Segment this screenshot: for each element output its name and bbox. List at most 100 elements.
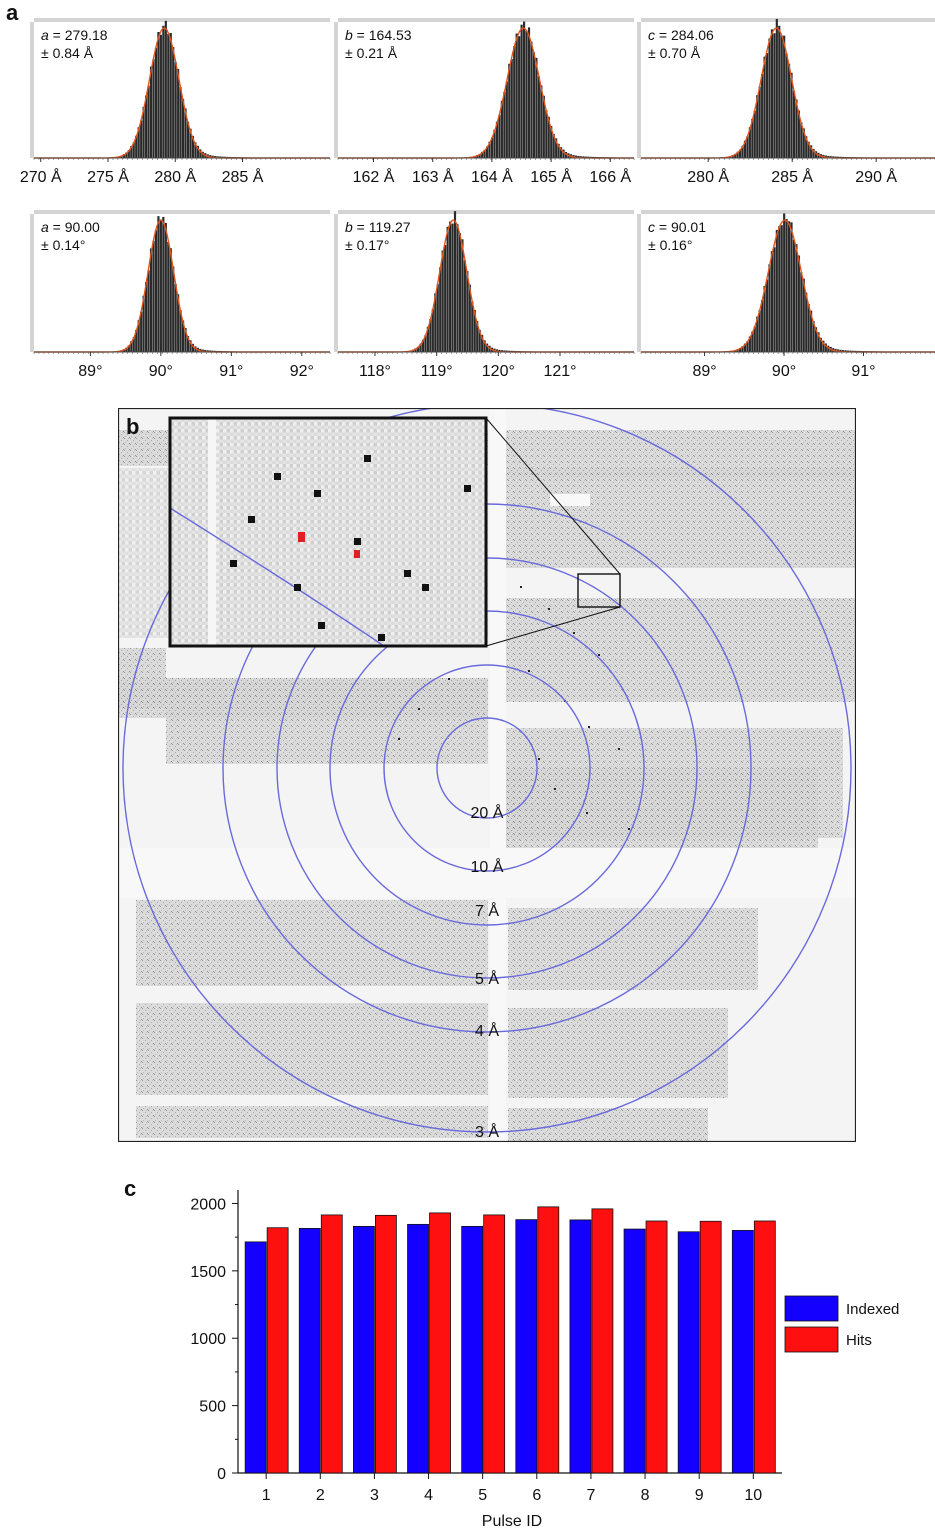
histogram-bar bbox=[149, 66, 153, 158]
histogram-bar bbox=[481, 151, 484, 158]
histogram-bar bbox=[122, 154, 125, 158]
histogram-bar bbox=[805, 136, 808, 158]
histogram-bar bbox=[186, 336, 190, 352]
zoom-bragg-spot bbox=[364, 455, 371, 462]
histogram-5: 118° 119° 120° 121° b = 119.27 ± 0.17° bbox=[334, 210, 635, 380]
detector-module bbox=[496, 468, 856, 568]
histogram-bar bbox=[560, 147, 563, 158]
histogram-bar bbox=[537, 76, 540, 158]
histogram-bar bbox=[476, 155, 479, 158]
histogram-bar bbox=[157, 216, 160, 352]
histogram-bar bbox=[125, 347, 128, 352]
resolution-ring bbox=[436, 717, 538, 819]
histogram-bar bbox=[790, 222, 793, 352]
histogram-bar bbox=[790, 72, 793, 158]
histogram-bar bbox=[734, 153, 737, 158]
histogram-bar bbox=[778, 226, 781, 352]
histogram-bar bbox=[510, 59, 513, 158]
histogram-bar bbox=[486, 146, 489, 158]
bar-hits-5 bbox=[483, 1214, 506, 1474]
histogram-bar bbox=[555, 138, 558, 158]
indexed-hits-bar-chart: 0 500 1000 1500 2000 1 2 3 4 5 6 7 8 9 10 Pulse ID Index… bbox=[190, 1190, 899, 1530]
histogram-4: 89° 90° 91° 92° a = 90.00 ± 0.14° bbox=[30, 210, 331, 380]
histogram-tick-label: 162 Å bbox=[353, 167, 395, 186]
histogram-bar bbox=[439, 267, 442, 352]
bar-indexed-9 bbox=[677, 1231, 700, 1474]
histogram-bar bbox=[542, 95, 545, 158]
histogram-2: 162 Å 163 Å 164 Å 165 Å 166 Å b = 164.53 ± 0.2… bbox=[334, 18, 635, 186]
histogram-bar bbox=[547, 116, 550, 158]
histogram-bar bbox=[778, 25, 781, 158]
histogram-top-frame bbox=[338, 18, 634, 22]
histogram-bar bbox=[775, 229, 778, 352]
histogram-bar bbox=[199, 149, 202, 158]
histogram-tick-label: 89° bbox=[78, 363, 102, 380]
histogram-bar bbox=[456, 224, 459, 352]
histogram-1: 270 Å 275 Å 280 Å 285 Å a = 279.18 ± 0.84 Å bbox=[20, 18, 331, 186]
histogram-bar bbox=[756, 316, 759, 352]
histogram-bar bbox=[429, 319, 432, 352]
zoom-bragg-spot bbox=[422, 584, 429, 591]
histogram-bar bbox=[495, 121, 499, 158]
histogram-tick-label: 89° bbox=[692, 363, 716, 380]
histogram-left-frame bbox=[334, 214, 338, 352]
histogram-tick-label: 90° bbox=[772, 363, 796, 380]
histogram-bar bbox=[164, 20, 167, 159]
histogram-bar bbox=[795, 99, 798, 158]
histogram-bar bbox=[490, 137, 494, 158]
bar-hits-6 bbox=[537, 1206, 560, 1474]
histogram-bar bbox=[520, 24, 523, 158]
bragg-spot bbox=[554, 788, 556, 790]
histogram-bar bbox=[142, 295, 145, 352]
histogram-tick-label: 275 Å bbox=[87, 167, 129, 186]
histogram-tick-label: 285 Å bbox=[771, 167, 813, 186]
histogram-bar bbox=[797, 110, 800, 158]
histogram-tick-label: 90° bbox=[149, 363, 173, 380]
histogram-bar bbox=[191, 343, 195, 352]
histogram-bar bbox=[132, 337, 135, 352]
histogram-bar bbox=[810, 310, 813, 352]
histogram-bar bbox=[739, 347, 742, 352]
histogram-tick-label: 270 Å bbox=[20, 167, 62, 186]
histogram-bar bbox=[478, 153, 481, 158]
histogram-bar bbox=[792, 239, 796, 352]
histogram-tick-label: 163 Å bbox=[412, 167, 454, 186]
histogram-bar bbox=[819, 337, 822, 352]
histogram-bar bbox=[135, 135, 138, 158]
histogram-bar bbox=[142, 106, 145, 158]
y-tick-label: 500 bbox=[199, 1399, 226, 1416]
histogram-bar bbox=[761, 74, 764, 158]
zoom-inset-gap bbox=[208, 418, 216, 646]
histogram-bar bbox=[525, 30, 528, 159]
histogram-bar bbox=[149, 248, 153, 352]
histogram-bar bbox=[795, 244, 798, 352]
histogram-6: 89° 90° 91° c = 90.01 ± 0.16° bbox=[637, 210, 935, 380]
histogram-parameter-error: ± 0.14° bbox=[41, 237, 85, 253]
zoom-bragg-spot bbox=[248, 516, 255, 523]
histogram-bar bbox=[785, 219, 788, 352]
histogram-bar bbox=[201, 151, 204, 158]
bragg-spot bbox=[618, 748, 620, 750]
bragg-spot bbox=[528, 670, 530, 672]
unit-cell-histograms: 270 Å 275 Å 280 Å 285 Å a = 279.18 ± 0.84 Å 16… bbox=[20, 18, 935, 380]
histogram-bar bbox=[446, 226, 449, 352]
histogram-parameter-error: ± 0.84 Å bbox=[41, 45, 94, 61]
histogram-bar bbox=[731, 155, 734, 158]
histogram-left-frame bbox=[30, 214, 34, 352]
bar-hits-9 bbox=[699, 1220, 722, 1474]
x-tick-label: 9 bbox=[695, 1487, 704, 1504]
zoom-predicted-spot bbox=[354, 550, 360, 558]
zoom-bragg-spot bbox=[464, 485, 471, 492]
histogram-bar bbox=[179, 310, 182, 352]
histogram-bar bbox=[780, 225, 783, 352]
histogram-bar bbox=[486, 343, 489, 352]
bar-indexed-10 bbox=[731, 1230, 754, 1474]
histogram-bar bbox=[788, 221, 791, 352]
ring-label: 10 Å bbox=[471, 857, 504, 876]
histogram-bar bbox=[498, 114, 501, 158]
histogram-bar bbox=[770, 251, 773, 352]
histogram-top-frame bbox=[34, 210, 330, 214]
zoom-inset-background bbox=[170, 418, 486, 646]
diffraction-detector-image: 20 Å 10 Å 7 Å 5 Å 4 Å 3 Å bbox=[118, 408, 856, 1142]
histogram-bar bbox=[530, 41, 533, 158]
